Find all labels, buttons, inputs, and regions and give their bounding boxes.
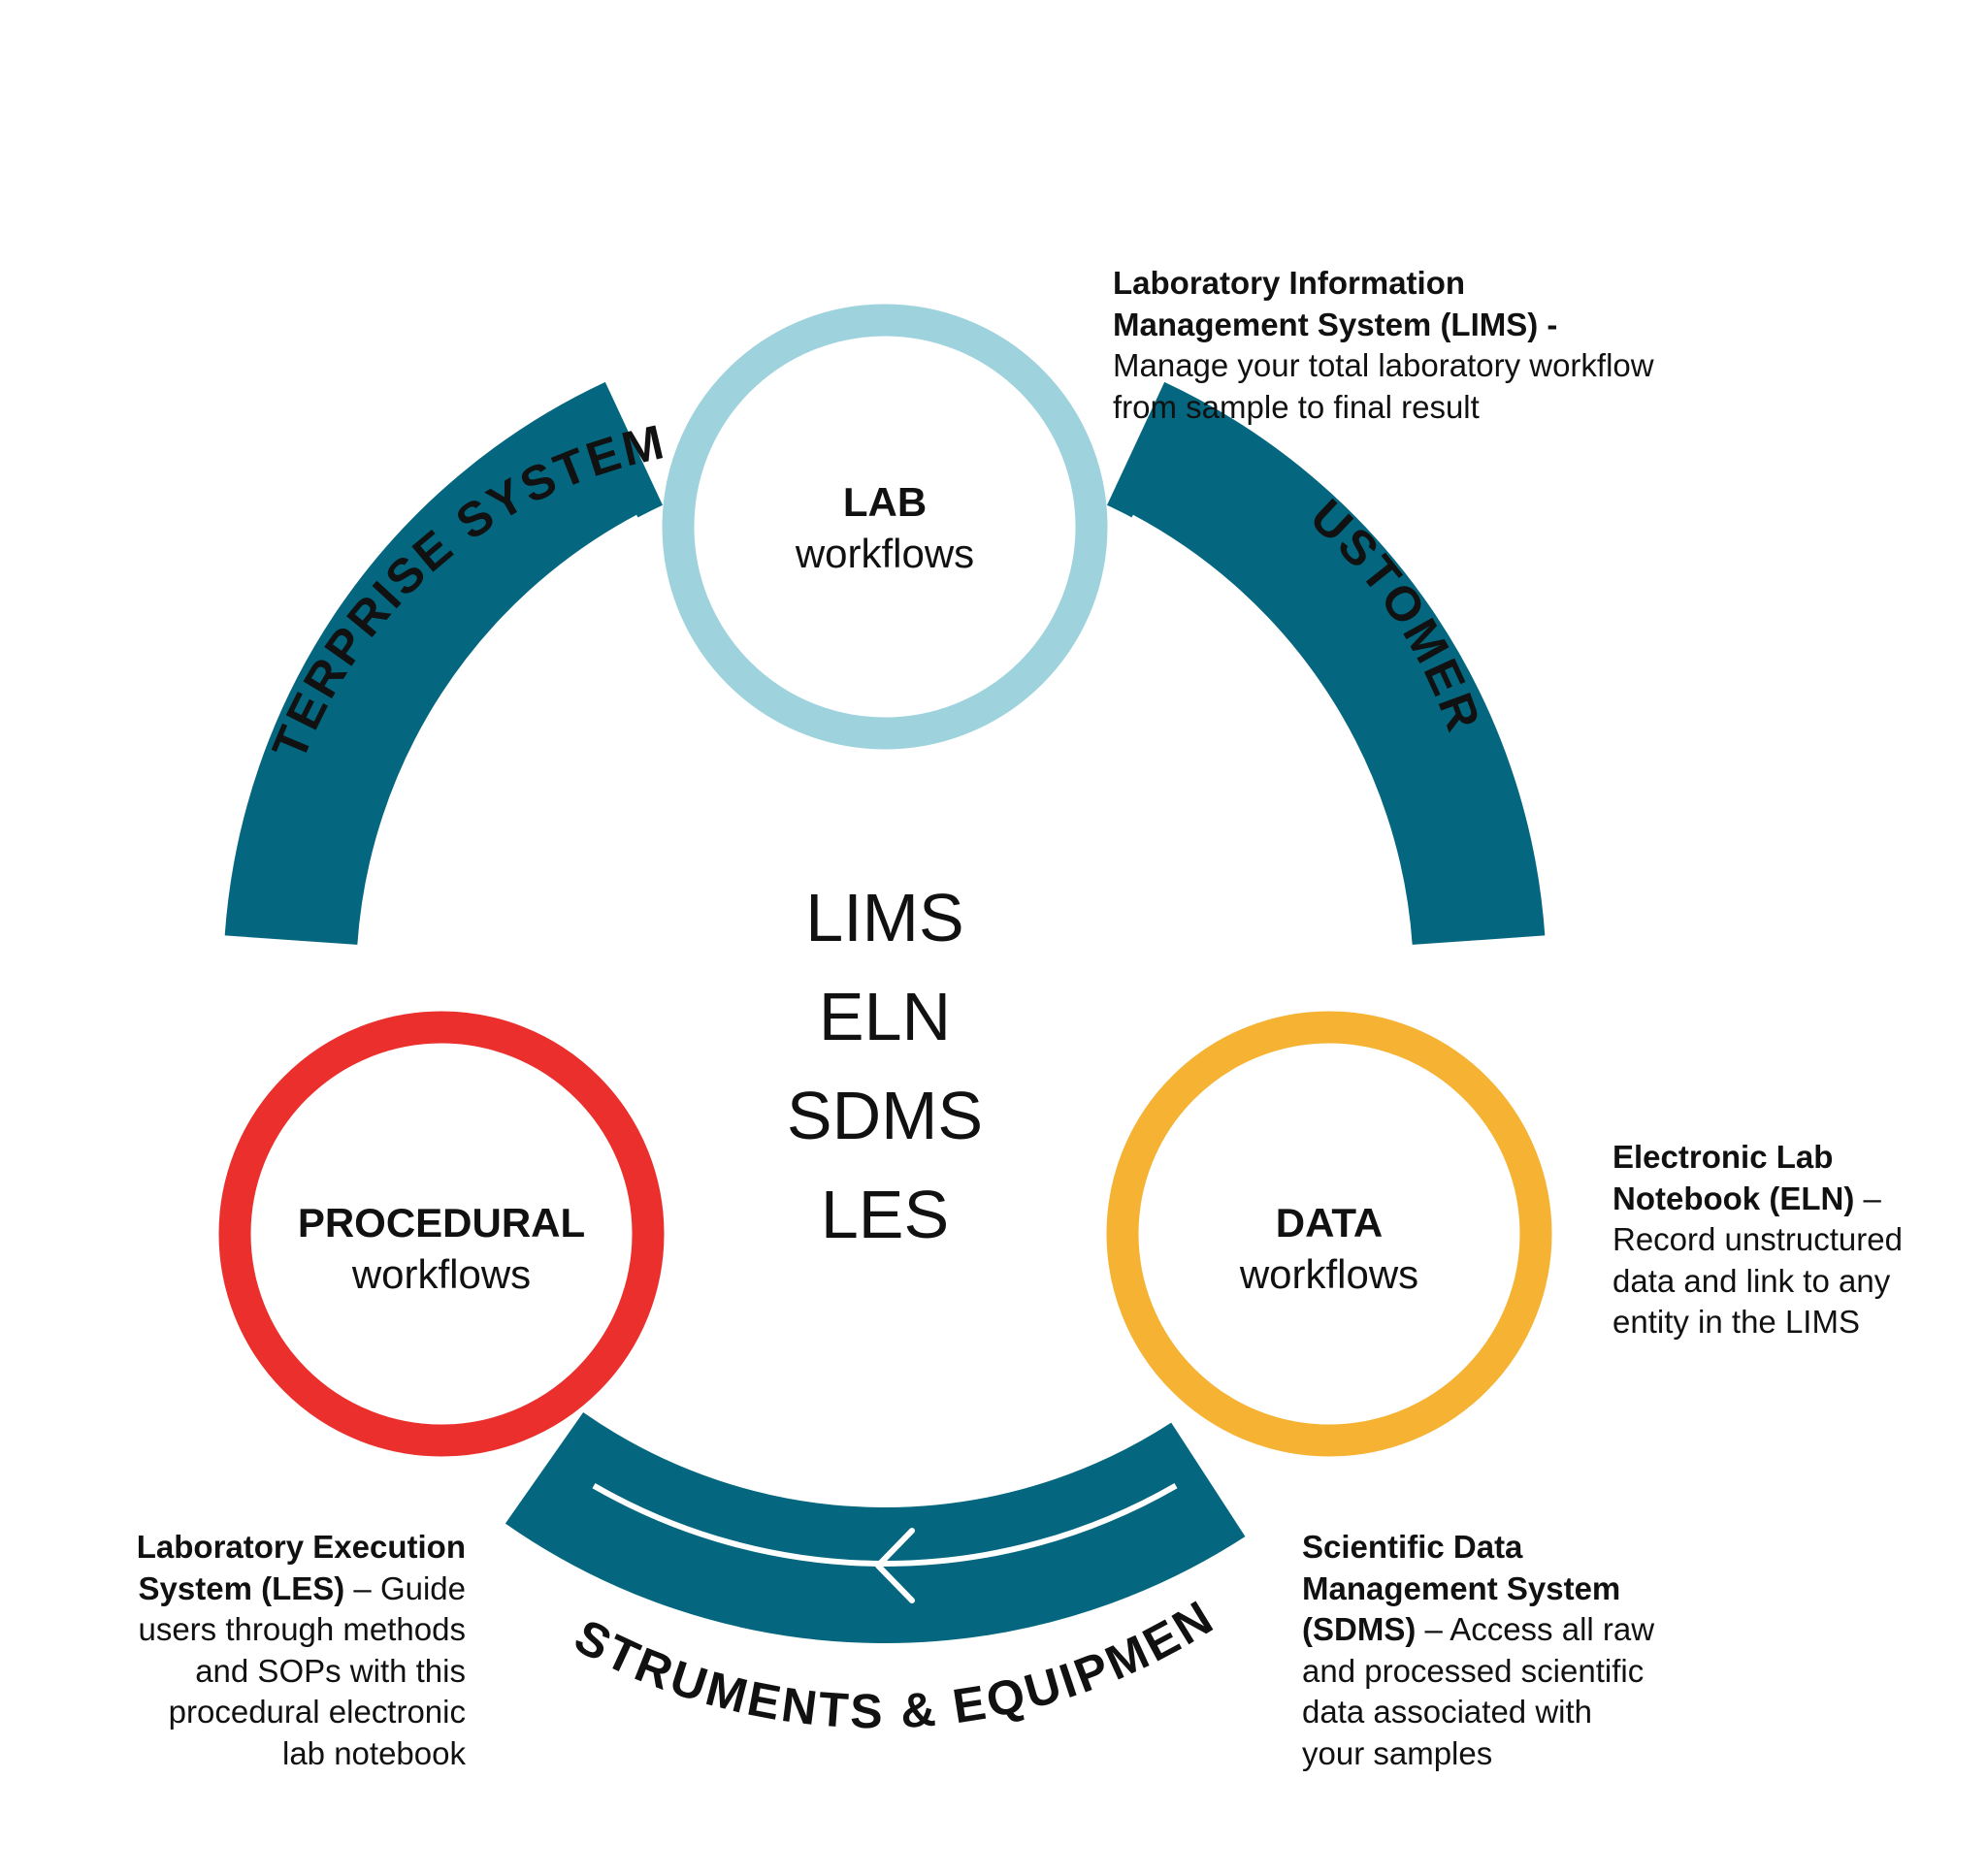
arrow-band-left xyxy=(224,381,664,946)
les-description-text: users through methods xyxy=(138,1611,466,1647)
lims-description: Laboratory Information Management System … xyxy=(1113,263,1753,428)
band-segment-customers xyxy=(1106,381,1546,946)
flow-line-instruments xyxy=(592,1483,1178,1567)
eln-description-line: entity in the LIMS xyxy=(1612,1302,1962,1343)
eln-description: Electronic Lab Notebook (ELN) – Record uns… xyxy=(1612,1137,1962,1343)
center-system-eln: ELN xyxy=(819,979,951,1054)
data-node-title: DATA xyxy=(1276,1200,1383,1245)
sdms-description-line: Management System xyxy=(1302,1569,1710,1610)
eln-description-line: Electronic Lab xyxy=(1612,1137,1962,1179)
les-description-line: lab notebook xyxy=(58,1733,466,1775)
lims-description-line: Management System (LIMS) - xyxy=(1113,305,1753,346)
sdms-description-text: and processed scientific xyxy=(1302,1652,1645,1689)
les-description-line: users through methods xyxy=(58,1609,466,1651)
sdms-description-line: and processed scientific xyxy=(1302,1651,1710,1693)
sdms-description-text: your samples xyxy=(1302,1734,1493,1771)
les-description-bold: System (LES) xyxy=(138,1569,345,1606)
sdms-description-line: (SDMS) – Access all raw xyxy=(1302,1609,1710,1651)
procedural-ring xyxy=(218,1011,665,1457)
sdms-description: Scientific Data Management System (SDMS) –… xyxy=(1302,1527,1710,1774)
lims-description-bold: Management System (LIMS) - xyxy=(1113,306,1558,342)
les-description-text: lab notebook xyxy=(282,1734,466,1771)
sdms-description-text: data associated with xyxy=(1302,1694,1593,1730)
band-segment-enterprise xyxy=(224,381,664,946)
eln-description-text: Record unstructured xyxy=(1612,1221,1903,1257)
sdms-description-bold: Management System xyxy=(1302,1569,1621,1606)
sdms-description-line: Scientific Data xyxy=(1302,1527,1710,1569)
lims-description-text: from sample to final result xyxy=(1113,388,1480,425)
les-description-line: System (LES) – Guide xyxy=(58,1569,466,1610)
les-description-bold: Laboratory Execution xyxy=(136,1529,466,1565)
lims-description-line: from sample to final result xyxy=(1113,387,1753,429)
arrow-band-right xyxy=(1106,381,1546,946)
les-description-line: procedural electronic xyxy=(58,1692,466,1733)
lab-workflows-node: LAB workflows xyxy=(662,304,1108,750)
arrowhead-up-left-icon xyxy=(407,754,473,816)
center-system-lims: LIMS xyxy=(805,880,963,955)
lims-description-bold: Laboratory Information xyxy=(1113,265,1466,301)
eln-description-line: Record unstructured xyxy=(1612,1219,1962,1261)
procedural-workflows-node: PROCEDURAL workflows xyxy=(218,1011,665,1457)
center-system-sdms: SDMS xyxy=(787,1078,983,1153)
center-system-les: LES xyxy=(821,1177,949,1252)
sdms-description-line: data associated with xyxy=(1302,1692,1710,1733)
les-description-text: and SOPs with this xyxy=(195,1652,466,1689)
flow-line-customers xyxy=(1130,514,1413,946)
lab-node-subtitle: workflows xyxy=(795,531,974,576)
les-description-line: and SOPs with this xyxy=(58,1651,466,1693)
arrowhead-left-icon xyxy=(875,1528,915,1603)
eln-description-line: data and link to any xyxy=(1612,1261,1962,1303)
flow-line-enterprise xyxy=(357,514,639,946)
eln-description-text: – xyxy=(1854,1180,1881,1216)
lims-description-line: Laboratory Information xyxy=(1113,263,1753,305)
procedural-node-title: PROCEDURAL xyxy=(298,1200,585,1245)
sdms-description-text: – Access all raw xyxy=(1416,1611,1655,1647)
lab-ring xyxy=(662,304,1108,750)
enterprise-systems-label: ENTERPRISE SYSTEMS xyxy=(0,0,671,767)
lims-description-text: Manage your total laboratory workflow xyxy=(1113,347,1654,383)
procedural-node-subtitle: workflows xyxy=(351,1251,531,1297)
les-description-text: – Guide xyxy=(344,1569,466,1606)
les-description-line: Laboratory Execution xyxy=(58,1527,466,1569)
eln-description-bold: Notebook (ELN) xyxy=(1612,1180,1855,1216)
data-node-subtitle: workflows xyxy=(1239,1251,1418,1297)
eln-description-line: Notebook (ELN) – xyxy=(1612,1179,1962,1220)
data-workflows-node: DATA workflows xyxy=(1106,1011,1552,1457)
eln-description-text: data and link to any xyxy=(1612,1262,1891,1299)
arrowhead-up-right-icon xyxy=(1310,756,1371,818)
eln-description-text: entity in the LIMS xyxy=(1612,1304,1860,1340)
lab-node-title: LAB xyxy=(843,479,927,525)
arrow-band-bottom xyxy=(505,1411,1246,1643)
center-systems-list: LIMS ELN SDMS LES xyxy=(787,880,983,1252)
sdms-description-line: your samples xyxy=(1302,1733,1710,1775)
band-segment-instruments xyxy=(505,1411,1246,1643)
eln-description-bold: Electronic Lab xyxy=(1612,1139,1834,1175)
les-description-text: procedural electronic xyxy=(168,1694,466,1730)
lims-description-line: Manage your total laboratory workflow xyxy=(1113,345,1753,387)
data-ring xyxy=(1106,1011,1552,1457)
sdms-description-bold: (SDMS) xyxy=(1302,1611,1417,1647)
sdms-description-bold: Scientific Data xyxy=(1302,1529,1523,1565)
les-description: Laboratory Execution System (LES) – Guide… xyxy=(58,1527,466,1774)
